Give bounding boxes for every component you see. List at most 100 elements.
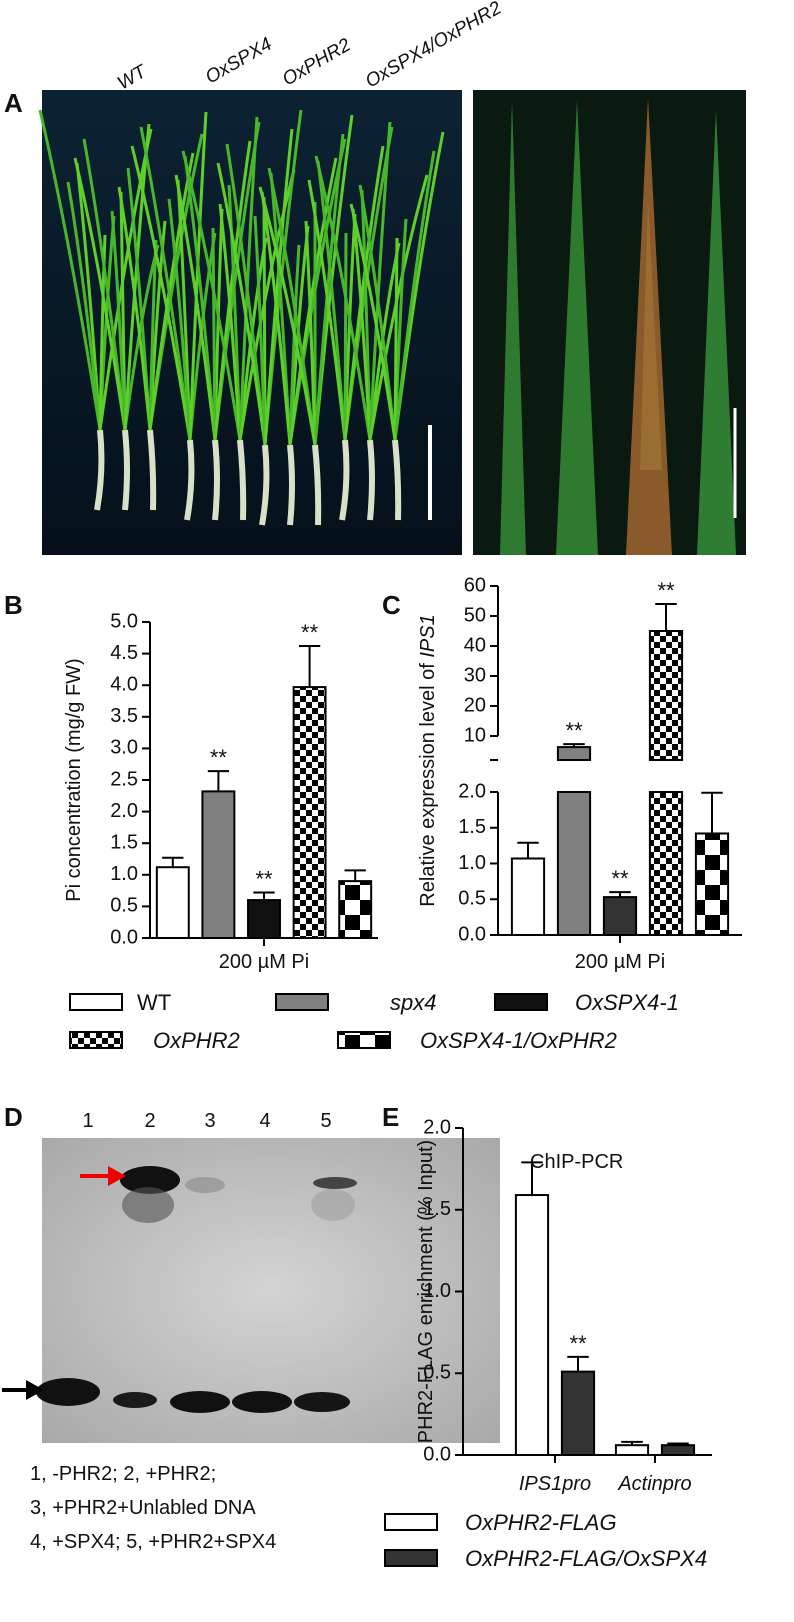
gel-caption: 4, +SPX4; 5, +PHR2+SPX4: [30, 1531, 276, 1553]
y-tick-label: 4.5: [110, 642, 138, 664]
leaf-blade: [174, 174, 217, 441]
gel-band: [313, 1177, 357, 1189]
gel-band: [113, 1392, 157, 1408]
legend-swatch: [384, 1513, 438, 1531]
photo-label: OxSPX4: [202, 34, 276, 89]
root: [367, 439, 375, 521]
y-tick-label: 0.0: [110, 926, 138, 948]
leaf-blade: [288, 157, 338, 446]
leaf-blade: [343, 232, 348, 441]
y-tick-label: 0.0: [423, 1443, 451, 1465]
gel-band: [232, 1391, 292, 1413]
leaf-blade: [167, 198, 192, 441]
gel-band: [170, 1391, 230, 1413]
panel-label: E: [382, 1102, 399, 1132]
bar: [338, 880, 373, 939]
leaf-blade: [238, 169, 296, 441]
note: ChIP-PCR: [530, 1151, 623, 1173]
error-bar: [521, 1161, 543, 1196]
lane-label: 4: [259, 1110, 270, 1132]
gel: [2, 1138, 500, 1443]
leaf: [556, 100, 598, 555]
leaf-blade: [238, 116, 259, 441]
error-bar: [162, 856, 184, 868]
y-tick-label: 1.0: [458, 852, 486, 874]
lane-label: 2: [144, 1110, 155, 1132]
leaf-blade: [110, 210, 127, 431]
error-bar: [567, 1355, 589, 1372]
leaf-blade: [349, 203, 397, 441]
legend-label: OxPHR2-FLAG: [465, 1510, 617, 1535]
y-tick-label: 1.0: [110, 863, 138, 885]
y-axis-label: Pi concentration (mg/g FW): [63, 658, 85, 901]
error-bar: [517, 841, 539, 859]
legend-swatch: [337, 1031, 391, 1049]
gel-caption: 1, -PHR2; 2, +PHR2;: [30, 1463, 216, 1485]
y-tick-label: 20: [464, 694, 486, 716]
y-tick-label: 1.0: [423, 1280, 451, 1302]
root: [339, 439, 350, 521]
bar: [247, 899, 281, 940]
y-axis-label: Relative expression level of IPS1: [417, 614, 439, 906]
lane-label: 5: [320, 1110, 331, 1132]
leaf-blade: [73, 157, 127, 431]
leaf-blade: [368, 174, 429, 441]
leaf-blade: [314, 155, 372, 441]
leaf-photo: [473, 90, 746, 555]
leaf-blade: [38, 109, 102, 431]
y-tick-label: 50: [464, 604, 486, 626]
significance: **: [255, 866, 273, 891]
gel-band: [120, 1166, 180, 1194]
significance: **: [565, 718, 583, 743]
leaf-blade: [66, 181, 102, 431]
y-axis-label: PHR2-FLAG enrichment (% Input): [415, 1140, 437, 1443]
gel-caption: 3, +PHR2+Unlabled DNA: [30, 1497, 256, 1519]
arrow-head: [108, 1166, 126, 1186]
legend-label: spx4: [390, 990, 436, 1015]
error-bar: [621, 1440, 643, 1446]
photo-label: OxSPX4/OxPHR2: [362, 0, 505, 92]
leaf-blade: [307, 179, 347, 441]
leaf-blade: [139, 126, 192, 441]
leaf-blade: [181, 150, 242, 441]
root: [147, 429, 157, 511]
legend-swatch: [384, 1549, 438, 1567]
leaf-blade: [304, 220, 317, 446]
x-tick-label: 200 µM Pi: [219, 951, 309, 973]
y-tick-label: 0.0: [458, 923, 486, 945]
y-axis-label-text: Relative expression level of: [417, 658, 439, 907]
error-bar: [701, 791, 723, 834]
root: [212, 439, 220, 521]
y-tick-label: 3.5: [110, 705, 138, 727]
photo-label: OxPHR2: [279, 34, 355, 90]
bar: [514, 1194, 550, 1457]
significance: **: [301, 620, 319, 645]
leaf: [697, 110, 736, 555]
significance: **: [611, 866, 629, 891]
error-bar: [253, 891, 275, 901]
gel-band: [185, 1177, 225, 1193]
significance: **: [657, 578, 675, 603]
legend-swatch: [69, 1031, 123, 1049]
significance: **: [569, 1331, 587, 1356]
y-tick-label: 2.0: [458, 780, 486, 802]
error-bar: [563, 743, 585, 748]
y-tick-label: 2.0: [423, 1116, 451, 1138]
y-tick-label: 10: [464, 724, 486, 746]
legend-label: OxSPX4-1/OxPHR2: [420, 1028, 617, 1053]
leaf-blade: [117, 186, 152, 431]
leaf-blade: [258, 186, 317, 446]
leaf-blade: [218, 203, 242, 441]
bar: [602, 896, 638, 936]
y-tick-label: 5.0: [110, 610, 138, 632]
arrow-head: [26, 1380, 44, 1400]
y-tick-label: 30: [464, 664, 486, 686]
root: [122, 429, 130, 511]
y-tick-label: 1.5: [110, 831, 138, 853]
legend-label: OxPHR2: [153, 1028, 240, 1053]
leaf-blade: [225, 143, 267, 446]
bar: [660, 1444, 696, 1456]
x-tick-label: 200 µM Pi: [575, 951, 665, 973]
bar: [648, 791, 684, 936]
